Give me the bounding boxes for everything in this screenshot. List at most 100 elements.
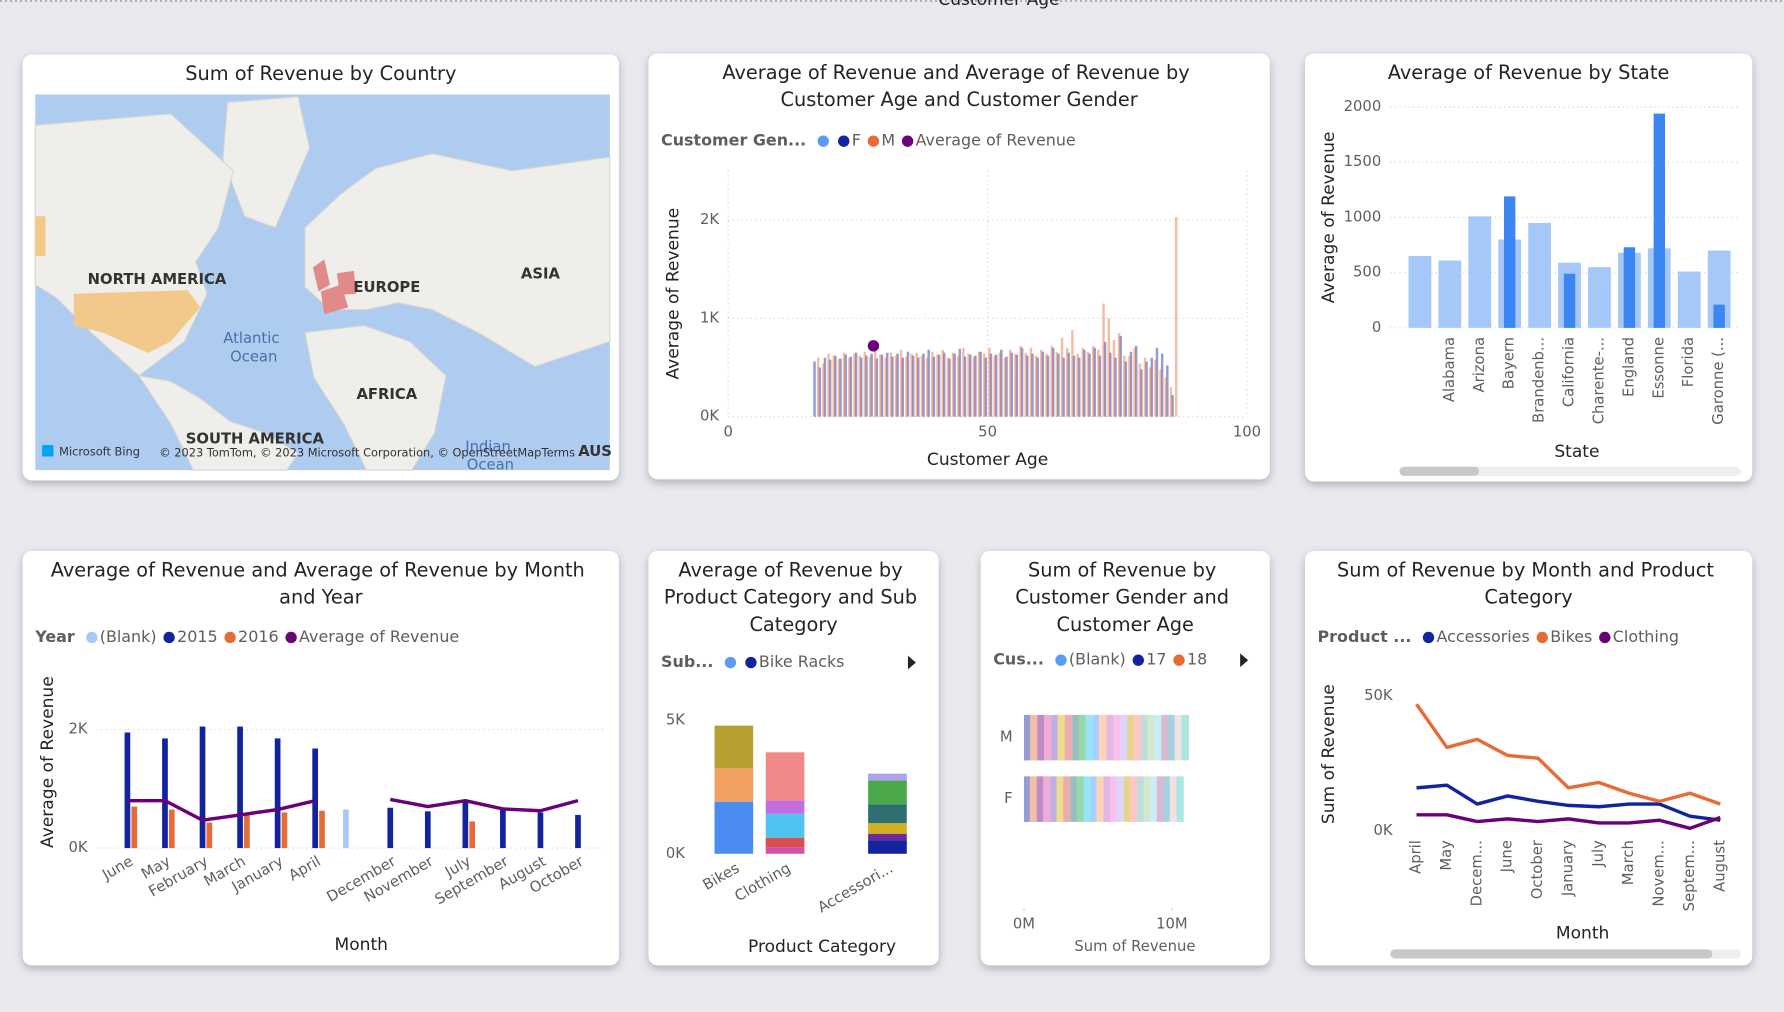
visual: Average of Revenue and Average of Revenu… [22, 550, 619, 966]
map-label: Indian Ocean [465, 438, 515, 473]
bar [343, 809, 349, 849]
bar [1128, 355, 1131, 417]
bar [1155, 347, 1159, 417]
bar-segment [868, 833, 907, 841]
bar-segment [1070, 776, 1077, 822]
bar-segment [765, 752, 805, 801]
bar-segment [1076, 776, 1084, 822]
bar-segment [868, 773, 907, 781]
bar-segment [714, 768, 754, 802]
x-tick-label: January [1559, 840, 1576, 897]
canvas: Sum of Revenue by Country NORTH AMERICA EU… [22, 0, 1753, 966]
x-tick-label: Septem... [1681, 840, 1698, 911]
chart-title: Sum of Revenue by Month and Product Cate… [1337, 558, 1720, 608]
map-region [73, 290, 201, 353]
legend-dot [1173, 654, 1185, 666]
bar [915, 352, 919, 417]
x-axis-title: Sum of Revenue [1074, 938, 1195, 955]
legend-dot [745, 656, 757, 669]
bar-segment [1168, 714, 1175, 761]
bar [994, 354, 998, 417]
bar [1528, 222, 1551, 328]
bar [1154, 359, 1157, 417]
bar-segment [1096, 776, 1104, 822]
bar [920, 355, 924, 417]
bar [1041, 351, 1045, 417]
bar [972, 356, 976, 417]
scroll-thumb[interactable] [1390, 949, 1713, 959]
bar [1468, 216, 1492, 328]
map-land [304, 153, 611, 368]
bar [982, 353, 986, 417]
bar [827, 353, 830, 417]
bar [905, 356, 908, 417]
legend-dot [901, 135, 914, 147]
y-tick-label: 0K [1374, 822, 1393, 839]
bar [1150, 357, 1154, 417]
attribution: © 2023 TomTom, © 2023 Microsoft Corporat… [159, 446, 541, 460]
bar-segment [1023, 714, 1031, 761]
line [1415, 703, 1721, 806]
bar [1102, 303, 1105, 417]
bar [168, 809, 175, 849]
legend-label: (Blank) [100, 627, 157, 646]
bar [1438, 260, 1462, 328]
bar [822, 363, 825, 417]
map-label: ASIA [521, 265, 561, 282]
y-tick-label: 0K [700, 408, 719, 425]
bar [1129, 351, 1133, 417]
legend-dot [838, 135, 850, 147]
scroll-thumb[interactable] [1399, 466, 1480, 476]
bar [993, 355, 996, 417]
bar [942, 352, 946, 417]
legend-label: 2015 [177, 627, 218, 646]
bar [1143, 357, 1147, 417]
bar-segment [714, 725, 754, 769]
scroll-arrow[interactable] [1240, 653, 1249, 668]
bar [1019, 345, 1022, 417]
bar [1138, 363, 1142, 417]
bar [988, 347, 991, 417]
bar [1003, 357, 1007, 417]
bar-segment [868, 804, 907, 824]
y-tick-label: 2000 [1344, 98, 1382, 115]
x-tick-label: Essonne [1650, 337, 1667, 399]
bar-segment [1119, 714, 1128, 761]
bar [1040, 349, 1043, 417]
bar [946, 357, 950, 417]
legend-label: 18 [1187, 650, 1207, 669]
bar [925, 357, 929, 417]
bar [974, 355, 977, 417]
brand-logo [42, 445, 54, 457]
x-tick-label: England [1620, 337, 1637, 397]
bar-segment [1154, 714, 1162, 761]
x-axis-title: Month [1556, 923, 1609, 943]
bar [1124, 361, 1128, 417]
bar [894, 355, 898, 417]
bar [879, 354, 882, 417]
bar [1020, 347, 1024, 417]
bar-segment [765, 847, 805, 854]
bar [901, 357, 904, 417]
x-axis-title: State [1554, 442, 1599, 462]
x-tick-label: May [1438, 840, 1455, 871]
bar [1088, 353, 1091, 417]
bar [989, 353, 993, 417]
bar [1031, 353, 1034, 417]
bar-segment [1181, 714, 1190, 761]
chart-title: Sum of Revenue by Country [185, 61, 456, 84]
bar [1107, 318, 1110, 417]
y-axis-title: Average of Revenue [664, 208, 684, 380]
bar [818, 367, 821, 417]
bar [880, 354, 884, 417]
bar [834, 355, 837, 417]
bar [1160, 353, 1164, 417]
bar [875, 358, 879, 417]
x-tick-label: Alabama [1441, 337, 1458, 402]
x-tick-label: 50 [978, 424, 997, 441]
legend-title: Cus... [993, 650, 1044, 669]
terms-link[interactable]: Terms [541, 446, 576, 460]
scroll-arrow[interactable] [907, 655, 916, 670]
visual: Average of Revenue and Average of Revenu… [648, 0, 1270, 480]
